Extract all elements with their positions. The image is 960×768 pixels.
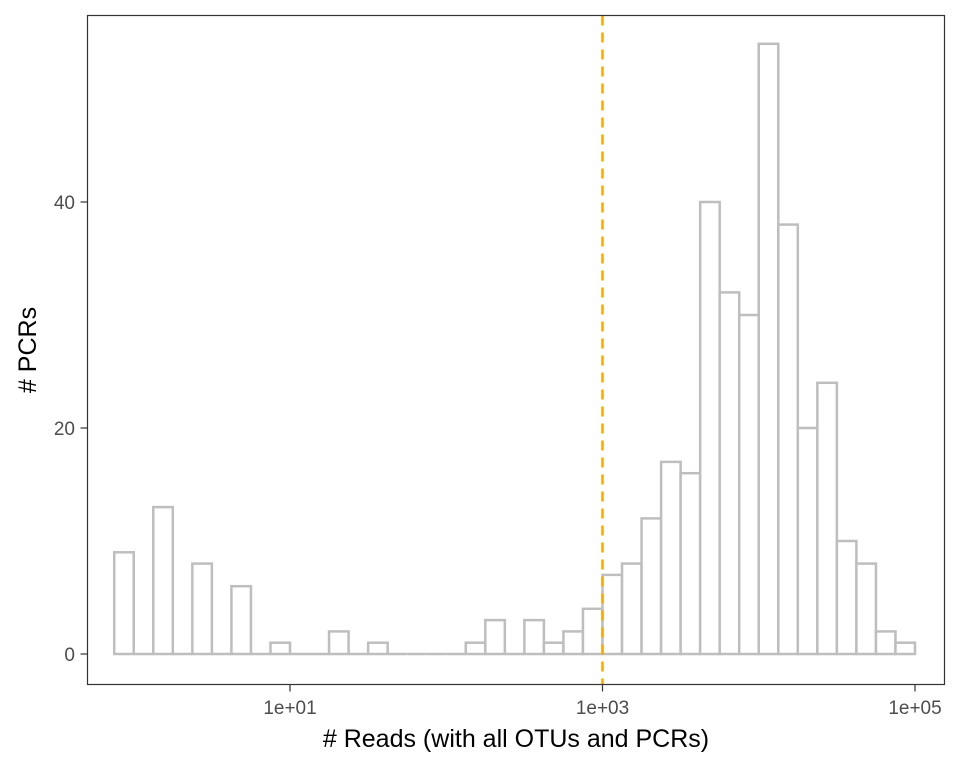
histogram-bar — [855, 562, 878, 656]
histogram-bar — [112, 551, 135, 656]
x-axis: 1e+01 1e+03 1e+05 — [263, 684, 942, 719]
histogram-bar — [484, 618, 507, 656]
histogram-bar — [542, 641, 565, 656]
histogram-bars — [112, 42, 917, 656]
histogram-bar — [659, 460, 682, 656]
histogram-bar — [777, 223, 800, 656]
x-tick-label: 1e+03 — [576, 698, 629, 719]
y-tick-label: 0 — [64, 645, 75, 666]
histogram-bar — [894, 641, 917, 656]
histogram-bar — [698, 200, 721, 656]
plot-border — [86, 14, 946, 686]
histogram-bar — [718, 291, 741, 656]
x-axis-title: # Reads (with all OTUs and PCRs) — [323, 725, 709, 753]
histogram-bar — [679, 471, 702, 656]
y-axis: 0 20 40 — [54, 193, 88, 666]
histogram-bar — [835, 539, 858, 656]
y-tick-label: 40 — [54, 193, 75, 214]
histogram-bar — [757, 42, 780, 656]
histogram-bar — [152, 505, 175, 656]
histogram-bar — [620, 562, 643, 656]
histogram-bar — [269, 641, 292, 656]
histogram-bar — [737, 313, 760, 656]
x-tick-label: 1e+05 — [888, 698, 941, 719]
x-tick-label: 1e+01 — [263, 698, 316, 719]
histogram-bar — [230, 584, 253, 656]
histogram-bar — [796, 426, 819, 656]
histogram-bar — [191, 562, 214, 656]
y-tick-label: 20 — [54, 419, 75, 440]
histogram-bar — [366, 641, 389, 656]
histogram-bar — [640, 517, 663, 656]
histogram-bar — [327, 630, 350, 656]
histogram-bar — [523, 618, 546, 656]
histogram-bar — [816, 381, 839, 656]
histogram-bar — [874, 630, 897, 656]
histogram-bar — [581, 607, 604, 656]
y-axis-title: # PCRs — [14, 307, 42, 393]
histogram-bar — [464, 641, 487, 656]
histogram-bar — [601, 573, 624, 656]
histogram-bar — [562, 630, 585, 656]
